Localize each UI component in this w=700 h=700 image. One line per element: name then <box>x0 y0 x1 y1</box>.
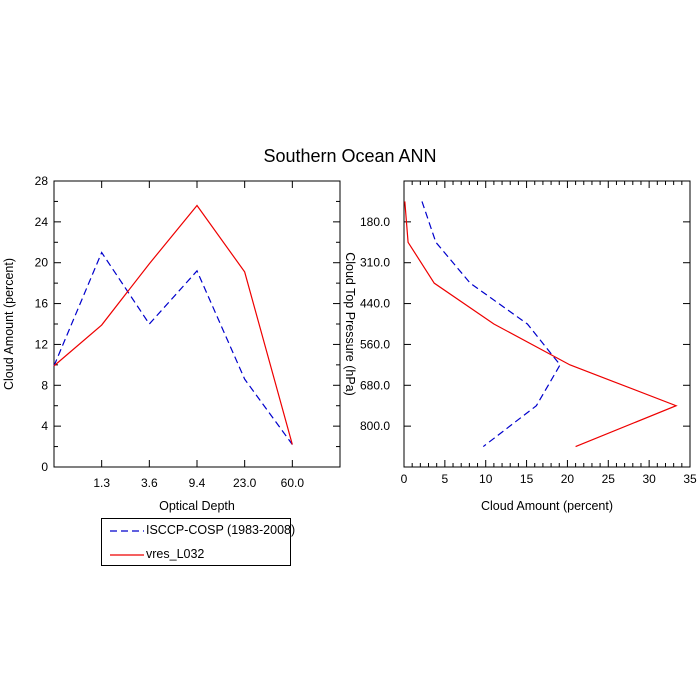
left-x-tick-label: 23.0 <box>233 476 257 490</box>
left-x-tick-label: 1.3 <box>93 476 110 490</box>
legend-swatch-isccp <box>110 530 144 532</box>
right-y-tick-label: 310.0 <box>360 256 390 270</box>
chart-title: Southern Ocean ANN <box>263 146 436 166</box>
right-y-tick-label: 800.0 <box>360 419 390 433</box>
left-series-line-0 <box>53 251 293 445</box>
left-x-axis-label: Optical Depth <box>159 499 235 513</box>
legend-label-vres: vres_L032 <box>146 547 205 561</box>
right-x-tick-label: 10 <box>479 472 493 486</box>
left-x-tick-label: 60.0 <box>281 476 305 490</box>
left-series-group <box>53 204 293 445</box>
legend-swatch-vres <box>110 554 144 556</box>
left-y-axis-label: Cloud Amount (percent) <box>2 258 16 390</box>
left-y-tick-label: 24 <box>35 215 49 229</box>
left-plot: 0 4 8 12 16 20 24 28 1.3 3.6 9.4 23.0 60.0 Optical D… <box>2 174 341 513</box>
left-y-tick-label: 16 <box>35 297 49 311</box>
right-x-tick-label: 35 <box>683 472 697 486</box>
right-series-line-1 <box>404 201 678 448</box>
right-x-tick-label: 30 <box>642 472 656 486</box>
left-y-tick-label: 4 <box>41 419 48 433</box>
right-y-axis-label: Cloud Top Pressure (hPa) <box>343 252 357 396</box>
right-plot: 0 5 10 15 20 25 30 35 180.0 310.0 440.0 560.0 680.0 8… <box>343 180 697 513</box>
legend: ISCCP-COSP (1983-2008) vres_L032 <box>101 518 295 567</box>
right-x-tick-label: 0 <box>401 472 408 486</box>
left-y-tick-label: 20 <box>35 256 49 270</box>
legend-label-isccp: ISCCP-COSP (1983-2008) <box>146 523 296 537</box>
right-axis-ticks: 0 5 10 15 20 25 30 35 180.0 310.0 440.0 560.0 680.0 8… <box>360 181 697 486</box>
right-y-tick-label: 680.0 <box>360 378 390 392</box>
left-x-tick-label: 9.4 <box>189 476 206 490</box>
right-y-tick-label: 560.0 <box>360 337 390 351</box>
legend-item-vres: vres_L032 <box>102 543 290 567</box>
right-series-group <box>404 201 678 448</box>
left-plot-frame <box>53 180 341 468</box>
right-series-line-0 <box>421 201 561 448</box>
left-series-line-1 <box>53 204 293 445</box>
left-y-tick-label: 12 <box>35 337 49 351</box>
right-plot-frame <box>403 180 691 468</box>
left-y-tick-label: 0 <box>41 460 48 474</box>
left-y-tick-label: 28 <box>35 174 49 188</box>
left-y-tick-label: 8 <box>41 378 48 392</box>
left-x-tick-label: 3.6 <box>141 476 158 490</box>
legend-item-isccp: ISCCP-COSP (1983-2008) <box>102 519 295 543</box>
right-x-tick-label: 20 <box>561 472 575 486</box>
right-y-tick-label: 180.0 <box>360 215 390 229</box>
right-x-tick-label: 5 <box>442 472 449 486</box>
right-x-tick-label: 15 <box>520 472 534 486</box>
left-axis-ticks: 0 4 8 12 16 20 24 28 1.3 3.6 9.4 23.0 60.0 <box>35 174 340 490</box>
right-x-tick-label: 25 <box>602 472 616 486</box>
right-y-tick-label: 440.0 <box>360 297 390 311</box>
right-x-axis-label: Cloud Amount (percent) <box>481 499 613 513</box>
